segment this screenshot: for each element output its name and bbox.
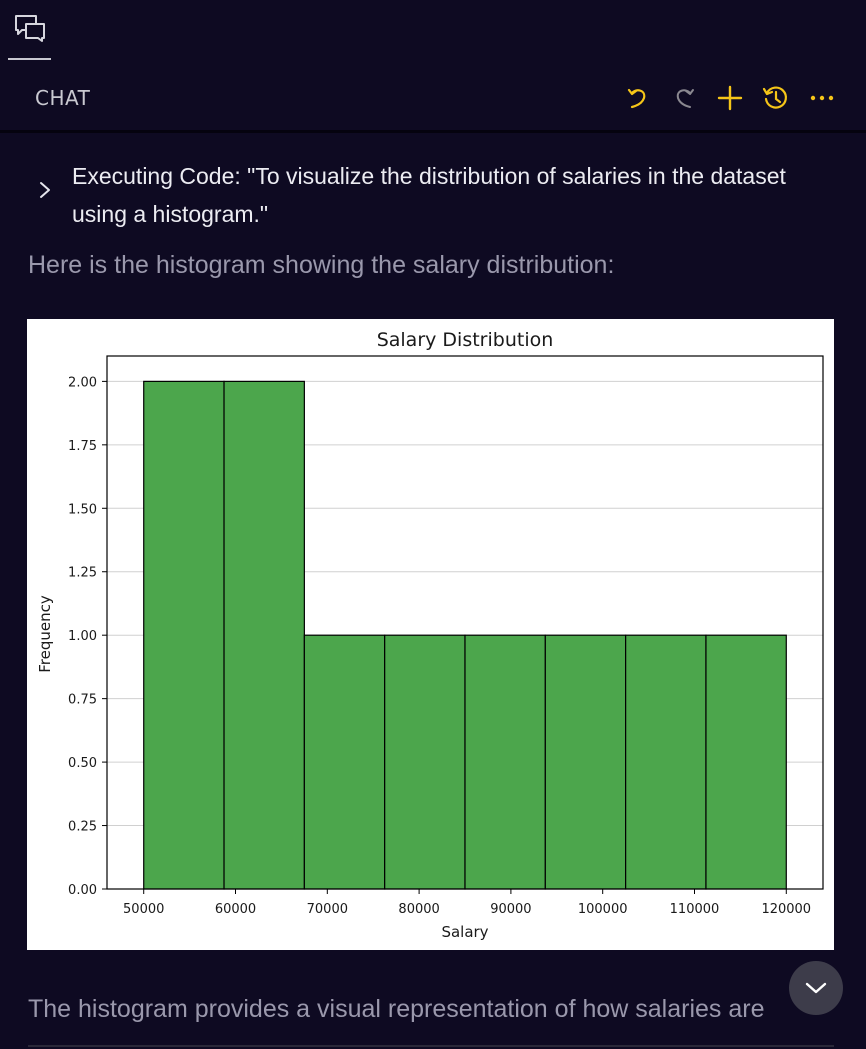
chat-header: CHAT (0, 60, 866, 133)
plot-frame (106, 355, 824, 890)
chevron-down-icon (805, 982, 827, 994)
x-tick-label: 80000 (398, 902, 439, 917)
executing-code-message: Executing Code: "To visualize the distri… (72, 163, 786, 227)
chat-messages: Executing Code: "To visualize the distri… (0, 133, 866, 1049)
chat-view-icon[interactable] (14, 14, 46, 42)
y-axis-label: Frequency (36, 595, 54, 673)
more-button[interactable] (804, 80, 840, 116)
histogram-bar (625, 634, 707, 890)
y-tick-label: 1.00 (68, 629, 97, 644)
redo-icon (676, 89, 694, 108)
y-tick-label: 0.50 (68, 756, 97, 771)
activity-bar (0, 0, 866, 60)
histogram-bar (384, 634, 466, 890)
expand-execution-button[interactable] (38, 181, 52, 199)
history-icon (762, 86, 787, 109)
histogram-bar (303, 634, 386, 890)
histogram-svg: Salary Distribution 0.00 0.25 0.50 0.75 1.00… (36, 329, 824, 941)
y-tick-label: 1.75 (68, 439, 97, 454)
x-tick-label: 50000 (123, 902, 164, 917)
x-tick-label: 120000 (761, 902, 811, 917)
input-divider (28, 1045, 834, 1047)
x-tick-label: 60000 (215, 902, 256, 917)
undo-icon (627, 88, 646, 109)
chart-title: Salary Distribution (377, 329, 554, 351)
panel-title: CHAT (35, 86, 91, 110)
plus-icon (717, 85, 743, 111)
x-tick-label: 110000 (670, 902, 720, 917)
active-tab-indicator (8, 58, 51, 60)
y-tick-label: 2.00 (68, 375, 97, 390)
y-tick-label: 0.25 (68, 820, 97, 835)
histogram-bar (464, 634, 546, 890)
more-icon (810, 95, 834, 101)
histogram-chart: Salary Distribution 0.00 0.25 0.50 0.75 1.00… (27, 319, 834, 950)
assistant-intro-text: Here is the histogram showing the salary… (28, 251, 615, 279)
histogram-bar (705, 634, 787, 890)
x-axis-label: Salary (441, 923, 488, 941)
scroll-down-button[interactable] (789, 961, 843, 1015)
y-tick-label: 1.50 (68, 502, 97, 517)
y-tick-label: 0.00 (68, 883, 97, 898)
x-tick-label: 90000 (490, 902, 531, 917)
histogram-bar (223, 380, 305, 890)
y-tick-label: 1.25 (68, 566, 97, 581)
histogram-bar (544, 634, 627, 890)
chevron-right-icon (40, 182, 50, 198)
x-tick-label: 70000 (307, 902, 348, 917)
redo-button[interactable] (666, 80, 702, 116)
x-tick-label: 100000 (578, 902, 628, 917)
new-chat-button[interactable] (712, 80, 748, 116)
header-actions (610, 80, 840, 116)
histogram-bar (143, 380, 225, 890)
y-tick-label: 0.75 (68, 693, 97, 708)
assistant-summary-text: The histogram provides a visual represen… (28, 995, 765, 1023)
undo-button[interactable] (620, 80, 656, 116)
history-button[interactable] (758, 80, 794, 116)
